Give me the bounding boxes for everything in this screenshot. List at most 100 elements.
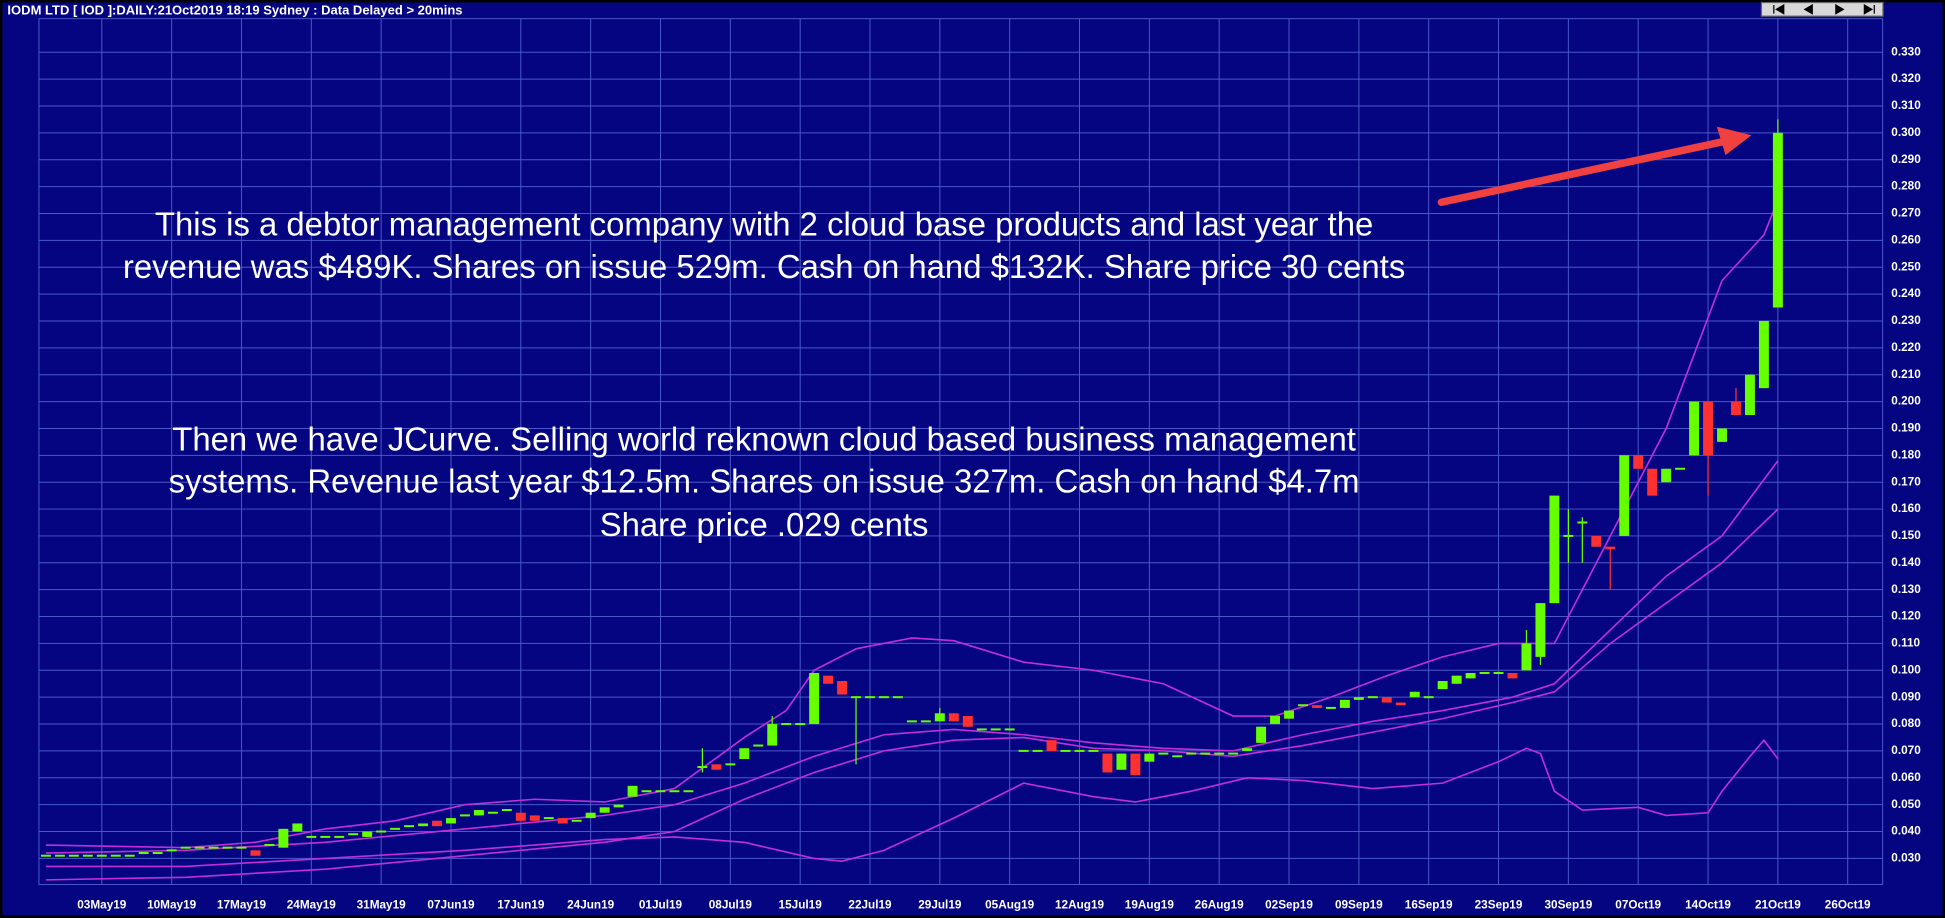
- candle-body: [920, 720, 931, 723]
- candle-body: [1298, 704, 1308, 707]
- x-tick-label: 07Oct19: [1615, 899, 1661, 912]
- candle-body: [278, 828, 289, 848]
- candle-body: [529, 815, 540, 821]
- candle-body: [236, 846, 247, 849]
- y-tick-label: 0.140: [1891, 556, 1921, 569]
- arrow: [1437, 126, 1752, 206]
- x-tick-label: 17May19: [217, 899, 267, 912]
- candle-body: [809, 672, 820, 725]
- y-tick-label: 0.060: [1891, 771, 1921, 784]
- candle-body: [1731, 401, 1741, 416]
- candle-body: [292, 823, 303, 832]
- candle-body: [1060, 749, 1071, 752]
- candle-body: [194, 846, 205, 849]
- nav-buttons[interactable]: [1760, 1, 1884, 17]
- candle-body: [948, 713, 959, 722]
- x-tick-label: 21Oct19: [1755, 899, 1801, 912]
- band-line: [45, 738, 1779, 868]
- candle-body: [879, 696, 889, 699]
- y-tick-label: 0.280: [1891, 180, 1921, 193]
- y-tick-label: 0.030: [1891, 852, 1921, 865]
- x-tick-label: 02Sep19: [1265, 899, 1313, 912]
- candle-body: [627, 785, 638, 797]
- y-tick-label: 0.230: [1891, 314, 1921, 327]
- candle-body: [1395, 702, 1406, 706]
- y-tick-label: 0.270: [1891, 207, 1921, 220]
- candle-body: [1507, 672, 1518, 679]
- candle-body: [459, 814, 470, 817]
- candle-body: [1311, 705, 1322, 708]
- candle-body: [1717, 428, 1727, 442]
- candle-body: [264, 843, 275, 846]
- candle-body: [669, 790, 680, 793]
- y-tick-label: 0.040: [1891, 825, 1921, 838]
- candle-body: [865, 696, 875, 699]
- candle-body: [1689, 401, 1700, 456]
- candle-body: [1647, 468, 1658, 496]
- candle-body: [641, 790, 652, 793]
- candle-body: [501, 809, 512, 812]
- candle-body: [306, 835, 317, 838]
- x-tick-label: 05Aug19: [985, 899, 1035, 912]
- x-tick-label: 15Jul19: [779, 899, 823, 912]
- candle-body: [1144, 753, 1155, 762]
- candle-body: [990, 728, 1001, 731]
- band-line: [45, 508, 1779, 881]
- y-tick-label: 0.150: [1891, 529, 1921, 542]
- candle-body: [1088, 749, 1099, 752]
- candle-body: [487, 811, 498, 814]
- grid: [38, 18, 1884, 885]
- candle-body: [1675, 467, 1686, 470]
- candle-body: [655, 790, 666, 793]
- candle-body: [1451, 675, 1462, 684]
- candle-body: [376, 830, 387, 833]
- candle-body: [208, 846, 219, 849]
- candle-body: [725, 763, 736, 766]
- candle-body: [40, 854, 51, 857]
- annotation: Then we have JCurve. Selling world rekno…: [172, 420, 1356, 457]
- candle-body: [152, 852, 163, 855]
- x-tick-label: 24Jun19: [567, 899, 615, 912]
- annotations: This is a debtor management company with…: [123, 206, 1405, 543]
- x-tick-label: 01Jul19: [639, 899, 683, 912]
- y-tick-label: 0.320: [1891, 72, 1921, 85]
- y-tick-label: 0.260: [1891, 233, 1921, 246]
- candle-body: [1381, 697, 1392, 703]
- candle-body: [320, 835, 331, 838]
- candle-body: [362, 831, 373, 837]
- y-tick-label: 0.200: [1891, 395, 1921, 408]
- candle-body: [1102, 753, 1113, 773]
- candle-body: [1605, 546, 1616, 550]
- candle-body: [767, 724, 778, 746]
- nav-icons[interactable]: [1773, 3, 1875, 15]
- arrow-head: [1716, 126, 1752, 156]
- candle-body: [543, 817, 554, 820]
- annotation: This is a debtor management company with…: [155, 206, 1373, 243]
- candle-body: [934, 713, 945, 722]
- y-tick-label: 0.100: [1891, 663, 1921, 676]
- candle-body: [1242, 748, 1253, 751]
- candle-body: [1256, 726, 1267, 743]
- y-tick-label: 0.210: [1891, 368, 1921, 381]
- x-tick-label: 17Jun19: [497, 899, 545, 912]
- y-tick-label: 0.220: [1891, 341, 1921, 354]
- candle-body: [1074, 749, 1085, 752]
- candle-body: [1409, 691, 1420, 698]
- candle-body: [976, 728, 987, 731]
- candle-body: [823, 675, 834, 684]
- candle-body: [1577, 521, 1588, 524]
- candle-body: [1563, 534, 1574, 537]
- y-tick-label: 0.190: [1891, 422, 1921, 435]
- y-tick-label: 0.310: [1891, 99, 1921, 112]
- candle-body: [795, 723, 806, 726]
- candle-body: [1465, 672, 1476, 679]
- candle-body: [1032, 749, 1043, 752]
- candle-body: [446, 818, 456, 824]
- x-tick-label: 03May19: [77, 899, 127, 912]
- candle-body: [599, 807, 610, 813]
- candle-body: [1591, 535, 1602, 547]
- plot-frame: [38, 18, 1884, 885]
- y-tick-label: 0.240: [1891, 287, 1921, 300]
